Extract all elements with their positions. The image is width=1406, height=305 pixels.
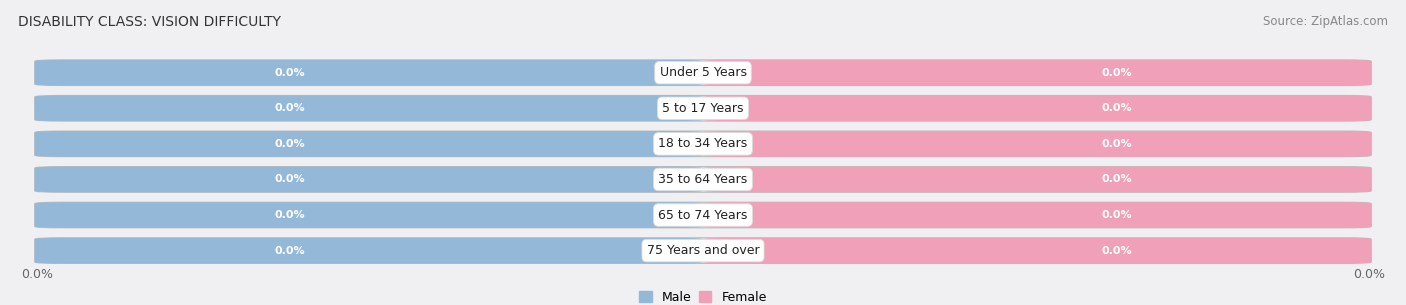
Text: Under 5 Years: Under 5 Years [659,66,747,79]
Text: 18 to 34 Years: 18 to 34 Years [658,137,748,150]
FancyBboxPatch shape [703,202,1371,228]
Text: Source: ZipAtlas.com: Source: ZipAtlas.com [1263,15,1388,28]
FancyBboxPatch shape [35,202,1371,228]
Text: 0.0%: 0.0% [1353,268,1385,282]
FancyBboxPatch shape [35,95,1371,121]
Text: 0.0%: 0.0% [1101,68,1132,78]
FancyBboxPatch shape [35,60,703,85]
Text: 0.0%: 0.0% [1101,139,1132,149]
Text: 0.0%: 0.0% [1101,103,1132,113]
Text: 35 to 64 Years: 35 to 64 Years [658,173,748,186]
FancyBboxPatch shape [703,131,1371,157]
Text: DISABILITY CLASS: VISION DIFFICULTY: DISABILITY CLASS: VISION DIFFICULTY [18,15,281,29]
Text: 0.0%: 0.0% [274,103,305,113]
FancyBboxPatch shape [35,238,703,264]
FancyBboxPatch shape [35,131,703,157]
FancyBboxPatch shape [35,131,1371,157]
FancyBboxPatch shape [35,238,1371,264]
Legend: Male, Female: Male, Female [634,286,772,305]
Text: 0.0%: 0.0% [21,268,53,282]
Text: 5 to 17 Years: 5 to 17 Years [662,102,744,115]
FancyBboxPatch shape [703,95,1371,121]
Text: 0.0%: 0.0% [274,210,305,220]
FancyBboxPatch shape [703,60,1371,85]
FancyBboxPatch shape [35,60,1371,85]
Text: 0.0%: 0.0% [274,68,305,78]
Text: 65 to 74 Years: 65 to 74 Years [658,209,748,221]
Text: 75 Years and over: 75 Years and over [647,244,759,257]
Text: 0.0%: 0.0% [274,174,305,185]
FancyBboxPatch shape [35,167,1371,192]
Text: 0.0%: 0.0% [274,246,305,256]
FancyBboxPatch shape [35,202,703,228]
Text: 0.0%: 0.0% [274,139,305,149]
Text: 0.0%: 0.0% [1101,210,1132,220]
Text: 0.0%: 0.0% [1101,174,1132,185]
FancyBboxPatch shape [703,238,1371,264]
FancyBboxPatch shape [35,95,703,121]
FancyBboxPatch shape [35,167,703,192]
Text: 0.0%: 0.0% [1101,246,1132,256]
FancyBboxPatch shape [703,167,1371,192]
